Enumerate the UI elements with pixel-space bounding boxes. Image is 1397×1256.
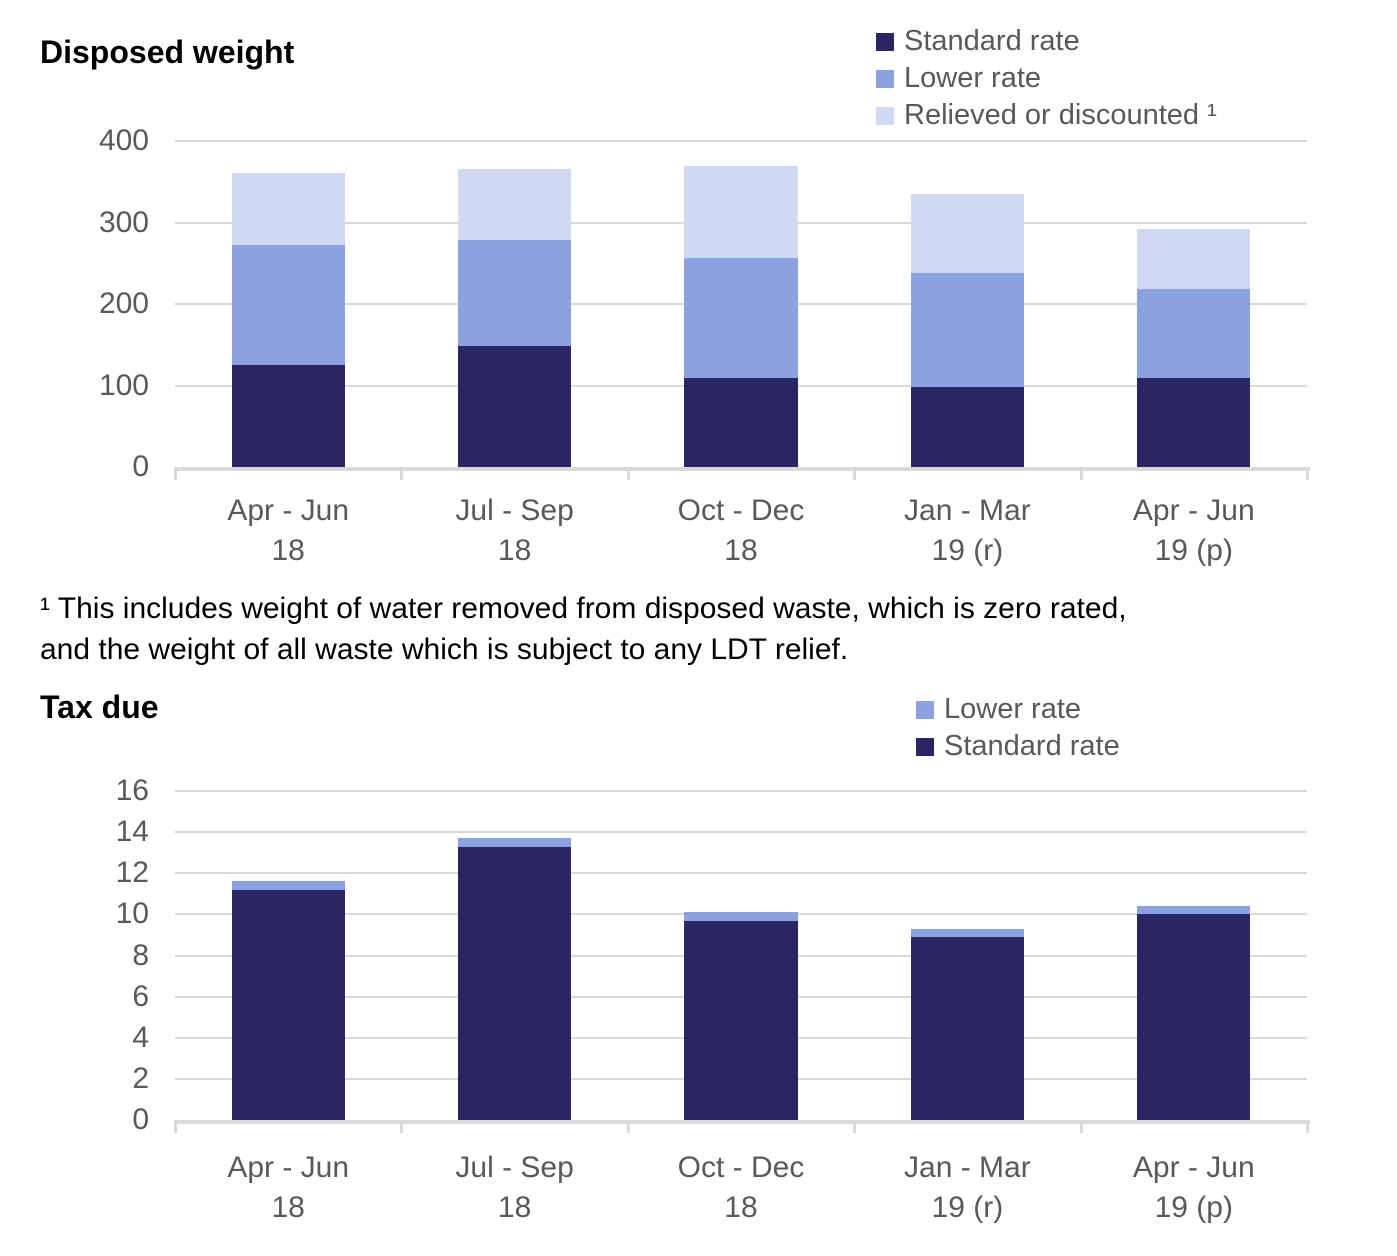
bar-segment-standard-rate [910,387,1024,467]
y-axis-label: 0 [132,1103,149,1136]
axis-tick [174,1124,177,1133]
y-axis-label: 300 [98,205,149,239]
y-axis-label: 16 [115,774,149,807]
y-axis-label: 10 [115,897,149,931]
legend-swatch-lower-rate [916,700,934,719]
y-axis-label: 8 [132,938,149,972]
legend-label: Lower rate [904,62,1042,94]
x-axis-label: Oct - Dec 18 [677,494,805,567]
bar-segment-standard-rate [231,365,345,467]
bar-segment-standard-rate [1137,378,1251,467]
disposed-weight-chart: 0 100 200 300 400 Apr - Jun 18 Jul - Sep 18 Oct… [99,126,1310,567]
axis-tick [1306,471,1309,480]
tax-due-title: Tax due [40,689,159,725]
y-axis-label: 6 [132,979,149,1013]
footnote-line: ¹ This includes weight of water removed … [40,592,1127,625]
axis-tick [626,1124,630,1133]
gridline [175,872,1307,875]
y-axis-label: 4 [132,1020,149,1054]
bar-segment-lower-rate [684,912,798,921]
axis-tick [400,1124,404,1133]
x-axis-label: Apr - Jun 19 (p) [1132,1151,1255,1224]
y-axis-label: 100 [98,368,149,402]
legend-item: Lower rate [916,691,1120,728]
disposed-weight-title: Disposed weight [40,34,295,70]
y-axis-label: 400 [98,124,149,157]
bar-segment-standard-rate [231,889,345,1120]
bar-segment-lower-rate [1137,289,1251,379]
axis-tick [1079,471,1083,480]
legend-item: Standard rate [876,23,1217,60]
x-axis-label: Jul - Sep 18 [455,494,574,567]
legend-swatch-relieved-or-discounted [876,106,894,125]
bar-segment-lower-rate [231,881,345,890]
x-axis-label: Apr - Jun 18 [227,494,350,567]
x-axis-line [174,467,1310,471]
bar-segment-lower-rate [684,257,798,379]
legend-swatch-lower-rate [876,69,894,88]
axis-tick [1079,1124,1083,1133]
y-axis-label: 2 [132,1061,149,1095]
bar-segment-lower-rate [231,245,345,366]
legend-item: Lower rate [876,60,1217,97]
legend-label: Lower rate [944,693,1082,725]
bar-segment-standard-rate [458,346,572,467]
x-axis-label: Apr - Jun 19 (p) [1132,494,1255,567]
bar-segment-standard-rate [910,937,1024,1120]
gridline [175,831,1307,834]
x-axis-line [174,1120,1310,1124]
x-axis-label: Jan - Mar 19 (r) [904,1151,1031,1224]
x-axis-label: Jan - Mar 19 (r) [904,494,1031,567]
bar-segment-standard-rate [1137,914,1251,1120]
tax-due-legend: Lower rate Standard rate [916,691,1120,765]
bar-segment-standard-rate [684,378,798,467]
axis-tick [174,471,177,480]
legend-label: Standard rate [944,730,1120,762]
tax-due-chart: 0 2 4 6 8 10 12 14 16 Apr - Jun 18 Jul - Sep 18 Oct… [116,776,1310,1224]
gridline [175,790,1307,792]
bar-segment-relieved-or-discounted [458,168,572,241]
gridline [175,140,1307,142]
axis-tick [400,471,404,480]
legend-item: Relieved or discounted ¹ [876,97,1217,134]
axis-tick [853,1124,857,1133]
footnote-line: and the weight of all waste which is sub… [40,633,849,666]
bar-segment-lower-rate [910,273,1024,388]
bar-segment-lower-rate [458,838,572,847]
disposed-weight-legend: Standard rate Lower rate Relieved or disco… [876,23,1217,134]
bar-segment-lower-rate [910,928,1024,937]
bar-segment-relieved-or-discounted [910,193,1024,274]
axis-tick [853,471,857,480]
footnote: ¹ This includes weight of water removed … [40,588,1127,670]
bar-segment-relieved-or-discounted [1137,229,1251,290]
bar-segment-standard-rate [458,846,572,1120]
y-axis-label: 14 [115,815,149,849]
y-axis-label: 12 [115,856,149,890]
x-axis-label: Jul - Sep 18 [455,1151,574,1224]
legend-swatch-standard-rate [876,32,894,51]
bar-segment-lower-rate [1137,906,1251,915]
bar-segment-relieved-or-discounted [231,172,345,246]
x-axis-label: Apr - Jun 18 [227,1151,350,1224]
legend-swatch-standard-rate [916,737,934,756]
bar-segment-standard-rate [684,920,798,1120]
legend-label: Relieved or discounted ¹ [904,99,1217,131]
bar-segment-relieved-or-discounted [684,166,798,258]
axis-tick [1306,1124,1309,1133]
y-axis-label: 0 [132,450,149,483]
legend-label: Standard rate [904,25,1080,57]
x-axis-label: Oct - Dec 18 [677,1151,805,1224]
legend-item: Standard rate [916,728,1120,765]
y-axis-label: 200 [98,287,149,320]
bar-segment-lower-rate [458,240,572,347]
axis-tick [626,471,630,480]
